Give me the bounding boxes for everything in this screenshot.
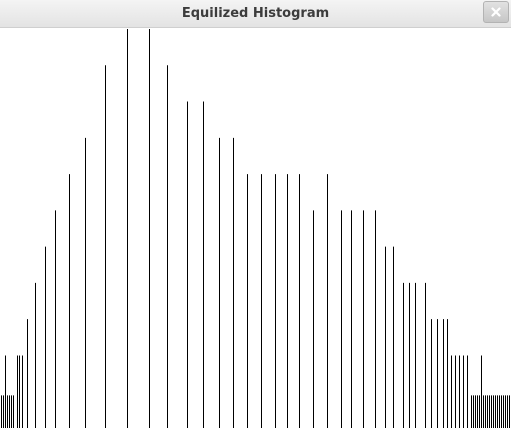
histogram-chart [1, 29, 510, 428]
close-button[interactable] [483, 1, 509, 23]
title-bar[interactable]: Equilized Histogram [0, 0, 511, 28]
window-title: Equilized Histogram [181, 6, 330, 21]
histogram-canvas [0, 28, 511, 430]
